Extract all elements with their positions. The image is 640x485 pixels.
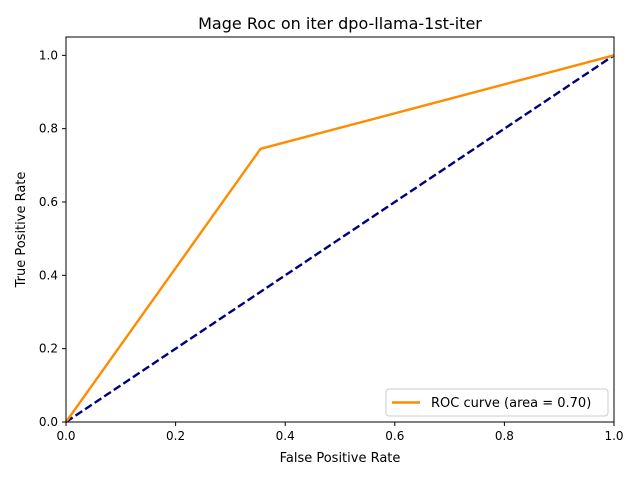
x-tick-label: 1.0 [604,429,623,443]
y-tick-label: 0.6 [39,195,58,209]
x-tick-label: 0.4 [276,429,295,443]
y-axis-ticks: 0.0 0.2 0.4 0.6 0.8 1.0 [39,48,66,429]
legend: ROC curve (area = 0.70) [385,388,609,417]
legend-box [385,388,609,417]
y-tick-label: 1.0 [39,48,58,62]
legend-label-roc: ROC curve (area = 0.70) [431,396,591,411]
plot-area [65,54,615,423]
x-tick-label: 0.2 [166,429,185,443]
series-line-roc [65,54,615,423]
series-line-chance [65,54,615,423]
x-tick-label: 0.8 [495,429,514,443]
chart-title: Mage Roc on iter dpo-llama-1st-iter [198,14,482,33]
y-axis-label: True Positive Rate [14,172,29,289]
x-tick-label: 0.0 [56,429,75,443]
y-tick-label: 0.8 [39,122,58,136]
x-axis-label: False Positive Rate [280,451,401,466]
plot-frame [65,36,615,423]
x-axis-ticks: 0.0 0.2 0.4 0.6 0.8 1.0 [56,422,624,443]
x-tick-label: 0.6 [385,429,404,443]
y-tick-label: 0.2 [39,342,58,356]
y-tick-label: 0.0 [39,415,58,429]
y-tick-label: 0.4 [39,268,58,282]
